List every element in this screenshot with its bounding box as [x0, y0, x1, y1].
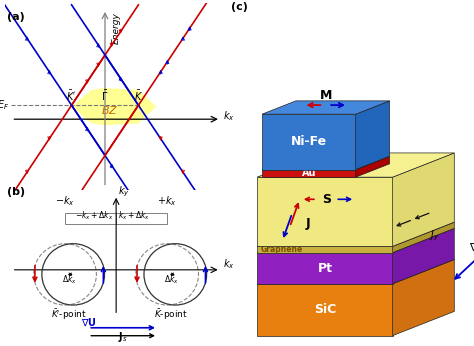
Text: $\mathbf{J}_s$: $\mathbf{J}_s$: [118, 330, 128, 344]
Polygon shape: [257, 246, 392, 253]
Text: $\bar{K}$-point: $\bar{K}$-point: [154, 307, 188, 321]
Polygon shape: [262, 170, 356, 177]
Text: $\bar{K}$: $\bar{K}$: [134, 89, 143, 103]
Text: $k_y$: $k_y$: [118, 184, 130, 199]
Text: Ni-Fe: Ni-Fe: [291, 135, 327, 148]
Text: $\bar{\Gamma}$: $\bar{\Gamma}$: [101, 89, 109, 103]
Polygon shape: [392, 228, 454, 284]
Polygon shape: [356, 156, 390, 177]
Text: $k_x$: $k_x$: [223, 109, 235, 123]
Polygon shape: [257, 260, 454, 284]
Text: S: S: [322, 193, 331, 206]
Text: $J_y$: $J_y$: [429, 229, 439, 243]
Text: Pt: Pt: [318, 262, 332, 275]
Text: $\nabla\mathbf{U}$: $\nabla\mathbf{U}$: [469, 241, 474, 253]
Text: (a): (a): [7, 12, 25, 22]
Text: $-k_x+\Delta k_x$: $-k_x+\Delta k_x$: [75, 210, 114, 222]
Text: $\nabla\mathbf{U}$: $\nabla\mathbf{U}$: [82, 316, 97, 328]
Polygon shape: [392, 153, 454, 246]
Polygon shape: [356, 101, 390, 170]
Polygon shape: [72, 88, 156, 125]
Text: $-k_x$: $-k_x$: [55, 194, 75, 208]
Polygon shape: [392, 260, 454, 336]
Text: J: J: [306, 217, 310, 230]
Polygon shape: [257, 153, 454, 177]
Text: $k_x+\Delta k_x$: $k_x+\Delta k_x$: [118, 210, 150, 222]
Text: $+k_x$: $+k_x$: [157, 194, 177, 208]
Polygon shape: [262, 156, 390, 170]
Polygon shape: [257, 284, 392, 336]
Text: SiC: SiC: [314, 303, 336, 316]
Text: M: M: [319, 89, 332, 102]
Text: $E_F$: $E_F$: [0, 98, 9, 112]
Polygon shape: [257, 253, 392, 284]
Polygon shape: [257, 228, 454, 253]
Text: Energy: Energy: [112, 12, 121, 44]
Text: $\bar{K}^{\prime}$: $\bar{K}^{\prime}$: [66, 89, 77, 103]
Polygon shape: [262, 114, 356, 170]
Polygon shape: [257, 177, 392, 246]
Bar: [65, 213, 167, 225]
Text: Au: Au: [301, 169, 316, 178]
Polygon shape: [262, 101, 390, 114]
Text: Graphene: Graphene: [261, 245, 303, 254]
Text: $\Delta k_x$: $\Delta k_x$: [164, 273, 179, 286]
Text: $k_x$: $k_x$: [223, 257, 235, 271]
Text: $\it{BZ}$: $\it{BZ}$: [100, 103, 118, 116]
Polygon shape: [257, 222, 454, 246]
Text: $\Delta k_x$: $\Delta k_x$: [62, 273, 77, 286]
Polygon shape: [392, 222, 454, 253]
Text: (b): (b): [7, 187, 25, 197]
Text: (c): (c): [231, 2, 248, 12]
Text: $\bar{K}^{\prime}$-point: $\bar{K}^{\prime}$-point: [51, 307, 87, 321]
